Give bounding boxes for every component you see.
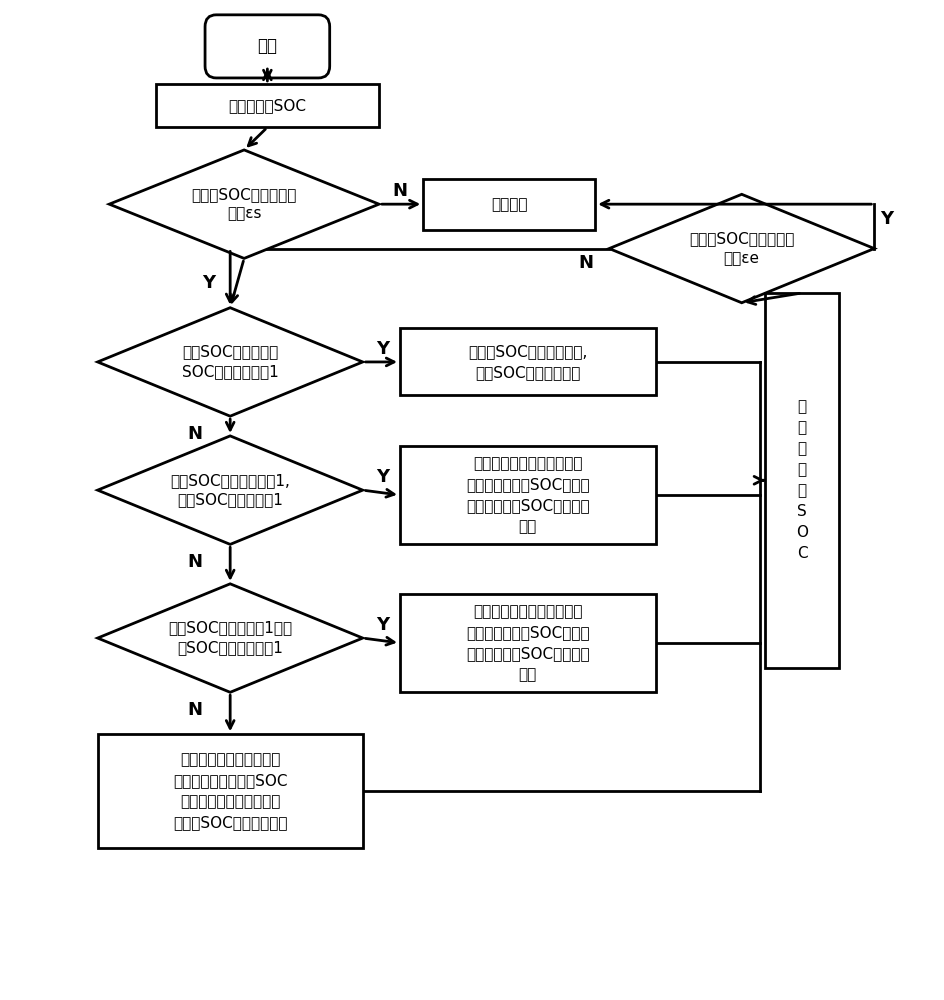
Text: 最大SOC单体及最小
SOC单体个数均为1: 最大SOC单体及最小 SOC单体个数均为1 [182, 345, 278, 379]
Text: N: N [187, 553, 202, 571]
Polygon shape [110, 150, 379, 258]
Text: 各单体SOC的最大差值
小于εe: 各单体SOC的最大差值 小于εe [689, 231, 795, 266]
Polygon shape [97, 584, 362, 692]
Text: 最大SOC单体个数不为1,
最小SOC单体个数为1: 最大SOC单体个数不为1, 最小SOC单体个数为1 [170, 473, 290, 508]
Text: 均衡停止: 均衡停止 [491, 197, 528, 212]
Text: 对组号最接近的串联电池
组中序号最小的最大SOC
单体放电均衡，序号最大
的最小SOC单体充电均衡: 对组号最接近的串联电池 组中序号最小的最大SOC 单体放电均衡，序号最大 的最小… [173, 752, 287, 830]
Text: N: N [392, 182, 407, 200]
Bar [400, 446, 656, 544]
FancyBboxPatch shape [205, 15, 329, 78]
Bar [400, 594, 656, 692]
Text: 求解各单体SOC: 求解各单体SOC [228, 98, 307, 113]
Polygon shape [97, 308, 362, 416]
Text: N: N [187, 425, 202, 443]
Text: 各单体SOC的最大差值
大于εs: 各单体SOC的最大差值 大于εs [192, 187, 296, 222]
Polygon shape [97, 436, 362, 544]
Polygon shape [609, 194, 874, 303]
Text: 开始: 开始 [258, 37, 278, 55]
Text: 最大SOC单体个数为1，最
小SOC单体个数不为1: 最大SOC单体个数为1，最 小SOC单体个数不为1 [168, 621, 293, 655]
Text: 对组号最小的串联电池组中
序号最小的最大SOC单体放
电均衡，最小SOC单体充电
均衡: 对组号最小的串联电池组中 序号最小的最大SOC单体放 电均衡，最小SOC单体充电… [466, 456, 590, 534]
Bar [765, 293, 839, 668]
Text: Y: Y [377, 468, 390, 486]
Bar [423, 179, 596, 230]
Bar [400, 328, 656, 395]
Bar [156, 84, 379, 127]
Text: 求
解
各
单
体
S
O
C: 求 解 各 单 体 S O C [796, 399, 808, 561]
Text: 对组号最大的串联电池组中
序号最大的最小SOC单体充
电均衡，最大SOC单体放电
均衡: 对组号最大的串联电池组中 序号最大的最小SOC单体充 电均衡，最大SOC单体放电… [466, 604, 590, 682]
Text: N: N [187, 701, 202, 719]
Text: Y: Y [377, 340, 390, 358]
Bar [97, 734, 362, 848]
Text: N: N [579, 254, 594, 272]
Text: Y: Y [377, 616, 390, 634]
Text: Y: Y [880, 210, 893, 228]
Text: Y: Y [202, 274, 215, 292]
Text: 对最大SOC单体放电均衡,
最小SOC单体充电均衡: 对最大SOC单体放电均衡, 最小SOC单体充电均衡 [468, 344, 587, 380]
